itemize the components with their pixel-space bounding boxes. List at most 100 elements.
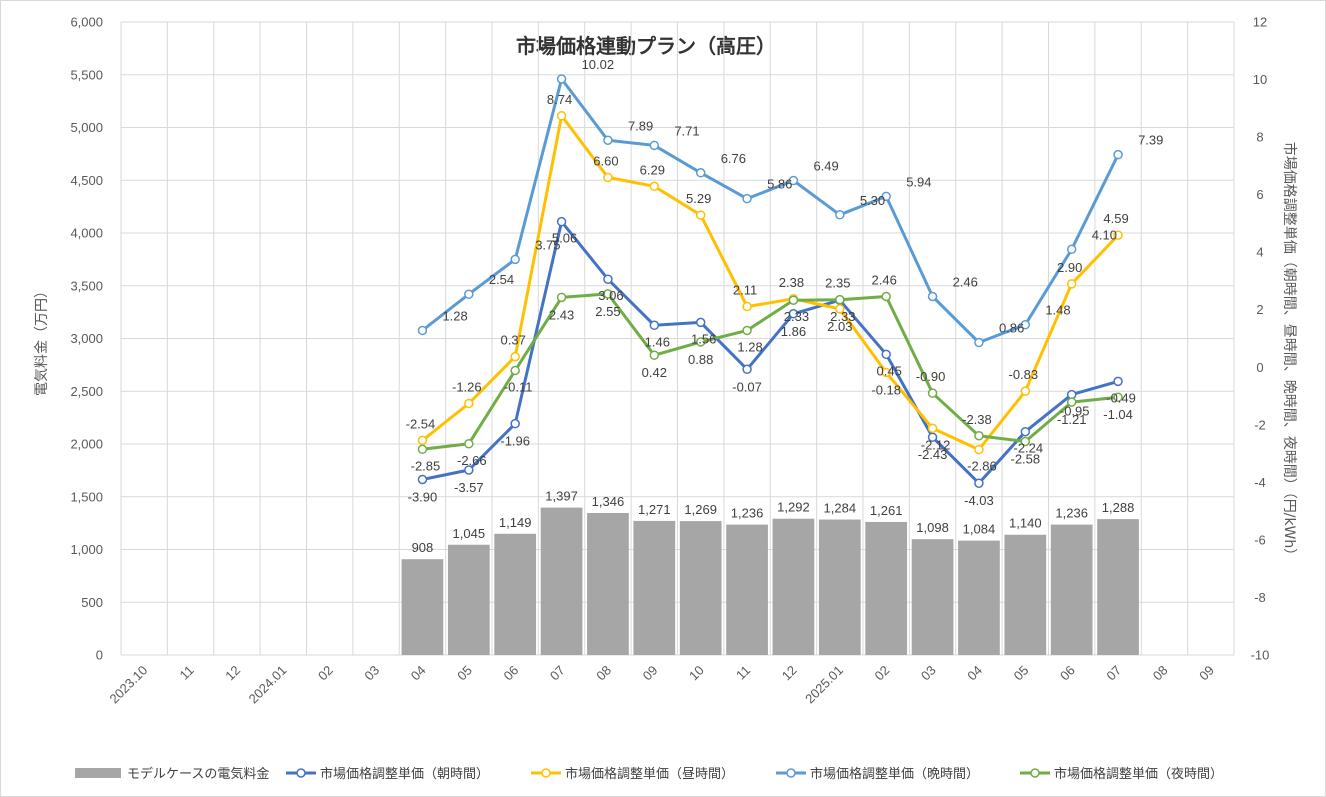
bar <box>540 507 583 655</box>
bar-data-label: 1,236 <box>1055 506 1088 521</box>
bar <box>401 559 444 655</box>
y-left-tick-label: 3,000 <box>70 331 103 346</box>
line-point <box>417 435 428 446</box>
legend-label-bar: モデルケースの電気料金 <box>127 766 269 782</box>
line-data-label: 3.06 <box>598 288 623 303</box>
bar-data-label: 1,261 <box>870 503 903 518</box>
line-point <box>1020 319 1031 330</box>
y-left-tick-label: 500 <box>81 595 103 610</box>
line-data-label: -2.86 <box>967 459 997 474</box>
y-right-tick-label: 6 <box>1256 187 1263 202</box>
line-point <box>1020 386 1031 396</box>
line-point <box>556 216 567 227</box>
y-left-tick-label: 4,500 <box>70 173 103 188</box>
line-data-label: -0.11 <box>504 379 533 394</box>
bar-data-label: 1,084 <box>963 522 996 537</box>
line-data-label: 1.28 <box>737 339 762 354</box>
line-data-label: 5.29 <box>686 191 711 206</box>
bar <box>679 521 722 655</box>
line-data-label: -0.95 <box>1060 404 1090 419</box>
line-point <box>464 289 474 299</box>
line-data-label: 5.94 <box>906 174 931 189</box>
line-point <box>649 181 660 192</box>
line-data-label: 10.02 <box>582 57 615 72</box>
y-left-tick-label: 3,500 <box>70 278 103 293</box>
y-left-tick-label: 4,000 <box>70 226 103 241</box>
line-data-label: -1.04 <box>1103 407 1133 422</box>
legend-swatch-marker <box>296 768 306 778</box>
line-data-label: 2.90 <box>1057 260 1082 275</box>
line-point <box>742 193 752 204</box>
line-point <box>417 444 428 455</box>
bar-data-label: 1,284 <box>824 501 857 516</box>
line-data-label: -0.07 <box>732 379 762 394</box>
bar <box>1004 534 1047 655</box>
line-data-label: 5.30 <box>860 193 885 208</box>
bar-data-label: 1,140 <box>1009 516 1042 531</box>
line-point <box>927 291 938 302</box>
line-point <box>510 254 520 265</box>
bar-data-label: 1,346 <box>592 494 625 509</box>
line-data-label: 0.86 <box>999 321 1024 336</box>
line-point <box>603 289 613 299</box>
bar <box>911 539 954 655</box>
y-right-tick-label: 0 <box>1256 360 1263 375</box>
line-point <box>603 274 613 284</box>
line-data-label: 2.03 <box>827 319 852 334</box>
bar-data-label: 1,045 <box>453 526 486 541</box>
line-point <box>788 295 799 305</box>
line-point <box>649 320 660 331</box>
line-data-label: 6.29 <box>640 162 665 177</box>
line-data-label: -1.96 <box>500 434 530 449</box>
legend-swatch-marker <box>786 768 796 778</box>
line-data-label: 8.74 <box>547 92 572 107</box>
bar <box>1050 524 1093 655</box>
y-right-tick-label: -2 <box>1254 417 1266 432</box>
bar-data-label: 1,236 <box>731 506 764 521</box>
line-data-label: -3.57 <box>454 480 484 495</box>
line-data-label: 2.11 <box>733 283 757 298</box>
y-left-tick-label: 6,000 <box>70 15 103 30</box>
line-point <box>974 337 984 348</box>
legend-swatch-marker <box>1030 768 1040 778</box>
line-point <box>974 431 984 441</box>
line-point <box>881 191 891 202</box>
line-point <box>417 325 428 336</box>
y-right-tick-label: -10 <box>1251 648 1270 663</box>
line-data-label: 2.46 <box>872 272 897 287</box>
bar <box>958 540 1000 655</box>
bar-series <box>401 507 1139 655</box>
line-point <box>649 140 660 151</box>
line-point <box>417 474 428 485</box>
line-point <box>1020 426 1031 437</box>
data-labels: 908 1,045 1,149 1,397 1,346 1,271 1,269 1,236 1,… <box>406 57 1164 555</box>
line-data-label: -2.38 <box>962 412 992 427</box>
line-data-label: 2.35 <box>825 276 850 291</box>
line-point <box>974 444 984 455</box>
line-point <box>695 317 706 328</box>
line-data-label: -2.24 <box>1013 441 1043 456</box>
line-data-label: -2.54 <box>406 416 436 431</box>
y-left-tick-label: 0 <box>96 648 103 663</box>
line-point <box>1066 397 1077 407</box>
y-right-tick-label: 8 <box>1256 130 1263 145</box>
line-data-label: 1.86 <box>781 324 806 339</box>
line-point <box>556 292 567 303</box>
line-data-label: 2.43 <box>549 307 574 322</box>
evening-line <box>421 77 1120 344</box>
daytime-line <box>421 114 1120 452</box>
y-left-tick-label: 2,000 <box>70 437 103 452</box>
line-point <box>835 294 845 305</box>
line-data-label: -1.26 <box>452 380 482 395</box>
bar <box>494 533 537 655</box>
bar-data-label: 1,098 <box>916 520 949 535</box>
line-point <box>1113 230 1123 240</box>
y-right-tick-label: -6 <box>1254 532 1266 547</box>
legend-label-line: 市場価格調整単価（昼時間） <box>565 766 734 782</box>
line-data-label: -2.12 <box>921 437 951 452</box>
line-data-label: 7.71 <box>674 123 699 138</box>
y-right-tick-label: 12 <box>1253 15 1267 30</box>
line-data-label: 2.33 <box>784 309 809 324</box>
line-data-label: -2.85 <box>411 458 441 473</box>
